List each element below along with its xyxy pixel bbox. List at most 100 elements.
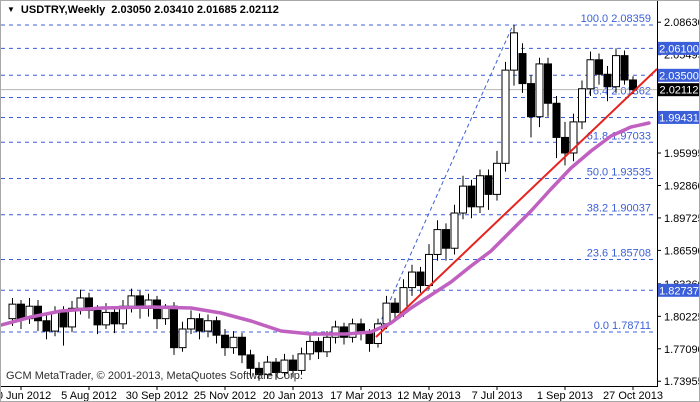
candle-body-bullish [8,303,17,320]
candle [314,337,323,360]
date-tick-label: 27 Oct 2013 [603,390,663,402]
price-axis[interactable]: 2.086302.054951.959951.928601.897251.865… [657,17,700,388]
candle-body-bearish [620,55,629,81]
candle-body-bearish [629,79,637,91]
candle [331,320,340,344]
candle [204,314,212,338]
candle-body-bullish [535,63,544,118]
fibonacci-retracement[interactable]: 100.0 2.08359 76.4 2.01362 61.8 1.97033 50.… [1,13,657,333]
moving-average-line[interactable] [1,121,651,336]
candle-body-bullish [501,69,510,164]
candle [442,223,450,261]
candle [212,316,221,344]
candle [467,179,476,219]
candle-body-bullish [348,323,357,338]
price-tick-label: 2.08630 [664,17,700,29]
candle [221,329,229,356]
candle [569,113,578,162]
time-axis[interactable]: 10 Jun 2012 5 Aug 2012 30 Sep 2012 25 Nov 2… [1,387,663,402]
candle-body-bullish [51,311,59,332]
hline-price-badge-text: 1.99431 [659,112,699,124]
date-tick-label: 30 Sep 2012 [126,390,188,402]
candle-body-bearish [561,136,569,154]
copyright-text: GCM MetaTrader, © 2001-2013, MetaQuotes … [6,370,303,382]
date-tick-label: 25 Nov 2012 [194,390,256,402]
candle-body-bullish [68,307,76,328]
price-tick-label: 1.80225 [664,311,700,323]
candle [459,175,467,220]
candle-body-bearish [289,359,297,371]
candle-body-bearish [544,63,552,104]
last-price-badge: 2.02112 [658,83,699,97]
candle-body-bullish [459,185,467,214]
candle-body-bullish [178,328,187,349]
candle [68,301,76,333]
candle-body-bullish [450,212,459,249]
candle [306,335,314,361]
fib-trend-dashed-line[interactable] [375,24,514,333]
chart-symbol-period: USDTRY,Weekly [20,4,106,16]
candle-body-bearish [595,59,603,75]
candle [187,310,195,335]
candle-body-bullish [187,318,195,330]
date-tick-label: 12 May 2013 [397,390,461,402]
candle-body-bearish [93,309,102,326]
candle-body-bullish [297,353,306,371]
candle [42,312,51,340]
candle-body-bullish [586,59,595,90]
candle-body-bullish [493,162,501,195]
chart-ohlc-values: 2.03050 2.03410 2.01685 2.02112 [111,4,279,16]
candle-body-bullish [433,229,442,255]
candle-body-bullish [263,361,272,376]
hline-price-badge: 2.06100 [658,41,699,55]
price-tick-label: 1.89725 [664,213,700,225]
candle [272,358,280,380]
candle [561,121,569,166]
fib-level-label: 0.0 1.78711 [594,320,651,332]
candle-body-bearish [221,334,229,349]
candle-body-bearish [246,354,255,369]
candle [195,313,204,340]
candle [493,150,501,201]
candle-body-bearish [110,311,119,325]
candle-body-bearish [484,175,493,195]
trendline[interactable] [375,68,658,338]
candle [416,266,425,293]
hline-price-badge-text: 1.82737 [659,285,699,297]
fib-level-label: 100.0 2.08359 [581,13,651,25]
candle [170,302,178,355]
hline-price-badge: 1.82737 [658,283,699,297]
candle-body-bearish [603,73,612,88]
candle-body-bearish [340,326,348,338]
candle-body-bullish [102,311,110,326]
candle-body-bearish [272,361,280,373]
candle-body-bearish [17,303,25,320]
candle [280,353,289,377]
candle [612,48,620,93]
candle-body-bullish [331,326,340,338]
candle [93,305,102,335]
candle-body-bearish [527,83,535,118]
candle [153,295,161,330]
candle-body-bearish [518,53,527,85]
candle-body-bullish [306,340,314,355]
chart-title-bar: ▼ USDTRY,Weekly 2.03050 2.03410 2.01685 … [7,4,279,16]
candle-body-bearish [170,305,178,349]
candle-body-bearish [314,340,323,353]
candle [510,24,518,86]
fib-level-label: 76.4 2.01362 [587,85,651,97]
candle [535,57,544,128]
candle [595,53,603,85]
candle-body-bearish [42,320,51,332]
candle [484,169,493,210]
candle-body-bearish [212,320,221,336]
price-tick-label: 1.95995 [664,148,700,160]
chart-dropdown-icon[interactable]: ▼ [7,5,15,14]
hline-price-badge: 1.99431 [658,110,699,124]
candle-body-bullish [280,359,289,373]
candle [433,220,442,261]
price-tick-label: 1.86590 [664,245,700,257]
candle [527,75,535,138]
candle [110,307,119,334]
candle [178,321,187,352]
